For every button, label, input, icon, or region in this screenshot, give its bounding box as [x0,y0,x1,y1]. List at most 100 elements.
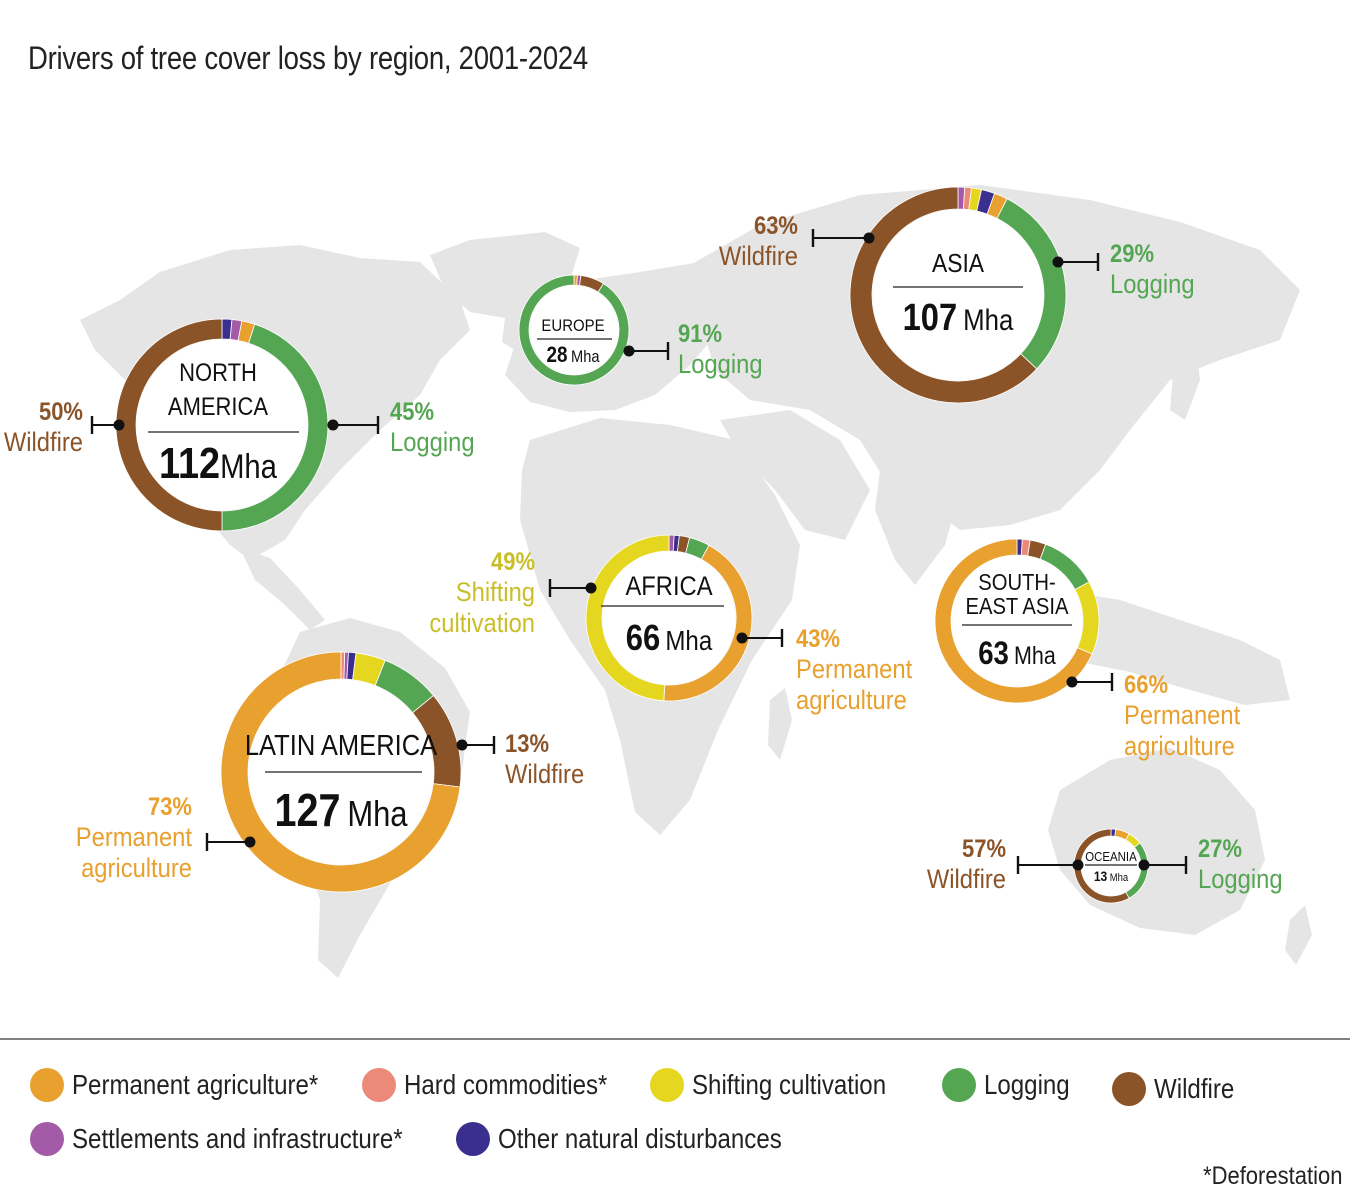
callout-latin-america-wildfire: 13%Wildfire [456,730,584,790]
legend-item-hard-commodities: Hard commodities* [362,1068,641,1102]
donut-slice-logging [518,274,630,386]
legend: Permanent agriculture* Hard commodities*… [0,1060,1350,1170]
region-total: 107 Mha [903,296,1014,339]
region-label: NORTH [179,359,257,387]
region-total-value: 63 [978,636,1009,671]
region-total-unit: Mha [571,348,600,366]
legend-label: Settlements and infrastructure* [72,1123,403,1154]
region-label: ASIA [932,250,985,279]
region-label: EAST ASIA [965,593,1069,620]
region-total-unit: Mha [665,624,712,656]
callout-label: Wildfire [927,865,1006,895]
callout-percent: 63% [754,212,798,240]
callout-percent: 27% [1198,835,1242,863]
callout-percent: 45% [390,398,434,426]
callout-label: Wildfire [505,760,584,790]
region-total-value: 107 [903,296,958,339]
legend-item-permanent-agriculture: Permanent agriculture* [30,1068,358,1102]
map-india [875,460,960,585]
callout-label: Shifting [456,578,535,608]
callout-dot [736,632,748,644]
region-total: 127 Mha [274,785,407,836]
callout-north-america-logging: 45%Logging [327,398,475,458]
callout-dot [244,836,256,848]
callout-dot [623,345,635,357]
callout-dot [327,419,339,431]
donut-latin-america: LATIN AMERICA 127 Mha [220,651,462,893]
donut-slice-wildfire [1073,828,1130,904]
legend-label: Logging [984,1069,1070,1100]
legend-swatch-permanent-agriculture [30,1068,64,1102]
callout-percent: 29% [1110,240,1154,268]
callout-label: Logging [678,350,763,380]
region-total: 112Mha [159,438,277,487]
legend-swatch-wildfire [1112,1072,1146,1106]
region-label: SOUTH- [978,569,1056,596]
callout-label: Logging [1198,865,1283,895]
donut-slice-shifting-cultivation [585,534,670,702]
callout-label: Logging [390,428,475,458]
map-new-zealand [1285,905,1312,965]
callout-label: Permanent [796,655,912,685]
donut-slice-wildfire [115,318,223,532]
legend-item-other-natural-disturbances: Other natural disturbances [456,1122,828,1156]
legend-swatch-settlements-infrastructure [30,1122,64,1156]
map-middle-east [720,410,870,540]
callout-dot [1052,256,1064,268]
callout-label: agriculture [1124,732,1235,762]
chart-title: Drivers of tree cover loss by region, 20… [28,40,588,76]
region-total-unit: Mha [1110,872,1129,884]
callout-percent: 13% [505,730,549,758]
callout-dot [585,582,597,594]
donut-hole [1081,836,1141,896]
callout-percent: 57% [962,835,1006,863]
callout-label: Wildfire [719,242,798,272]
donut-africa: AFRICA 66 Mha [585,534,753,702]
callout-percent: 66% [1124,671,1168,699]
callout-dot [1072,859,1084,871]
region-total: 63 Mha [978,636,1056,671]
donut-slice-permanent-agriculture [220,651,461,893]
legend-swatch-other-natural-disturbances [456,1122,490,1156]
callout-label: agriculture [796,686,907,716]
legend-item-wildfire: Wildfire [1112,1072,1247,1106]
callout-dot [1066,676,1078,688]
region-total-unit: Mha [963,303,1014,336]
region-total-value: 127 [274,785,340,836]
map-japan [1170,335,1200,420]
donut-slice-wildfire [849,186,1038,404]
callout-europe-logging: 91%Logging [623,320,763,380]
region-total-value: 112 [159,438,220,487]
callout-oceania-logging: 27%Logging [1138,835,1283,895]
callout-percent: 43% [796,625,840,653]
callout-asia-logging: 29%Logging [1052,240,1195,300]
donut-hole [136,339,308,511]
donut-slice-permanent-agriculture [934,538,1093,704]
callout-label: cultivation [429,609,535,639]
legend-label: Wildfire [1154,1073,1235,1104]
legend-label: Other natural disturbances [498,1123,782,1154]
legend-swatch-shifting-cultivation [650,1068,684,1102]
callout-label: Permanent [76,823,192,853]
donut-south-east-asia: SOUTH-EAST ASIA 63 Mha [934,538,1100,704]
donut-hole [872,209,1044,381]
donut-hole [951,555,1083,687]
footnote: *Deforestation [1202,1162,1342,1190]
donut-oceania: OCEANIA 13 Mha [1073,828,1149,904]
callout-label: Logging [1110,270,1195,300]
region-total: 28 Mha [547,343,600,368]
legend-swatch-logging [942,1068,976,1102]
region-label: LATIN AMERICA [245,728,438,761]
callout-label: Wildfire [4,428,83,458]
legend-label: Hard commodities* [404,1069,608,1100]
callout-label: agriculture [81,854,192,884]
region-label: AFRICA [625,572,712,602]
legend-swatch-hard-commodities [362,1068,396,1102]
callout-asia-wildfire: 63%Wildfire [719,212,875,272]
legend-divider [0,1038,1350,1040]
